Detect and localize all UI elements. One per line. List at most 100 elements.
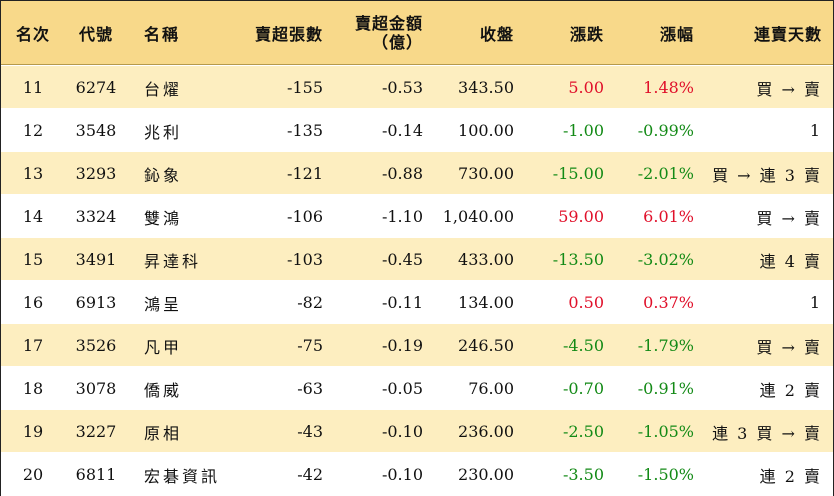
header-sell-amount-label: 賣超金額 bbox=[354, 13, 423, 33]
cell-consecutive: 買 → 賣 bbox=[756, 208, 822, 228]
table-row[interactable]: 13 3293 鈊象 -121 -0.88 730.00 -15.00 -2.01% 買 → 連… bbox=[1, 151, 833, 195]
header-consecutive-days[interactable]: 連賣天數 bbox=[753, 24, 822, 44]
cell-rank: 13 bbox=[22, 164, 44, 183]
cell-consecutive: 買 → 賣 bbox=[756, 79, 822, 99]
header-close[interactable]: 收盤 bbox=[479, 24, 514, 44]
cell-change: -4.50 bbox=[562, 336, 604, 355]
cell-name: 雙鴻 bbox=[144, 208, 183, 228]
cell-consecutive: 連 3 買 → 賣 bbox=[712, 423, 822, 443]
cell-name: 僑威 bbox=[144, 380, 183, 400]
cell-consecutive: 連 2 賣 bbox=[759, 380, 822, 400]
cell-change: -1.00 bbox=[562, 121, 604, 140]
cell-sell-amount: -0.88 bbox=[381, 164, 423, 183]
cell-close: 100.00 bbox=[458, 121, 514, 140]
cell-consecutive: 1 bbox=[809, 293, 822, 312]
table-row[interactable]: 17 3526 凡甲 -75 -0.19 246.50 -4.50 -1.79% 買 → 賣 bbox=[1, 323, 833, 367]
cell-code: 6913 bbox=[75, 293, 117, 312]
cell-consecutive: 買 → 連 3 賣 bbox=[712, 165, 822, 185]
header-change[interactable]: 漲跌 bbox=[569, 24, 604, 44]
cell-change: 59.00 bbox=[558, 207, 604, 226]
cell-code: 3293 bbox=[75, 164, 117, 183]
cell-change-pct: 1.48% bbox=[643, 78, 694, 97]
table-row[interactable]: 14 3324 雙鴻 -106 -1.10 1,040.00 59.00 6.01% 買 → 賣 bbox=[1, 194, 833, 238]
table-row[interactable]: 15 3491 昇達科 -103 -0.45 433.00 -13.50 -3.02% 連 4 … bbox=[1, 237, 833, 281]
cell-close: 230.00 bbox=[458, 465, 514, 484]
cell-code: 3548 bbox=[75, 121, 117, 140]
cell-code: 3078 bbox=[75, 379, 117, 398]
cell-change-pct: 6.01% bbox=[643, 207, 694, 226]
cell-change: 0.50 bbox=[568, 293, 604, 312]
cell-change-pct: -0.91% bbox=[637, 379, 694, 398]
cell-sell-amount: -0.45 bbox=[381, 250, 423, 269]
table-header-row: 名次 代號 名稱 賣超張數 賣超金額 （億） 收盤 漲跌 漲幅 連賣天數 bbox=[1, 1, 833, 65]
cell-name: 台燿 bbox=[144, 79, 183, 99]
cell-sell-lots: -75 bbox=[297, 336, 323, 355]
cell-code: 3526 bbox=[75, 336, 117, 355]
cell-change-pct: -3.02% bbox=[637, 250, 694, 269]
cell-change: -3.50 bbox=[562, 465, 604, 484]
cell-sell-amount: -0.10 bbox=[381, 422, 423, 441]
cell-close: 134.00 bbox=[458, 293, 514, 312]
cell-sell-lots: -103 bbox=[287, 250, 323, 269]
table-row[interactable]: 11 6274 台燿 -155 -0.53 343.50 5.00 1.48% 買 → 賣 bbox=[1, 65, 833, 109]
cell-sell-amount: -1.10 bbox=[381, 207, 423, 226]
cell-sell-lots: -155 bbox=[287, 78, 323, 97]
cell-change: -2.50 bbox=[562, 422, 604, 441]
cell-close: 236.00 bbox=[458, 422, 514, 441]
cell-code: 3227 bbox=[75, 422, 117, 441]
cell-sell-lots: -43 bbox=[297, 422, 323, 441]
cell-consecutive: 連 2 賣 bbox=[759, 466, 822, 486]
cell-rank: 17 bbox=[22, 336, 44, 355]
table-row[interactable]: 16 6913 鴻呈 -82 -0.11 134.00 0.50 0.37% 1 bbox=[1, 280, 833, 324]
cell-change: -0.70 bbox=[562, 379, 604, 398]
header-code[interactable]: 代號 bbox=[78, 24, 113, 44]
header-sell-lots[interactable]: 賣超張數 bbox=[254, 24, 323, 44]
cell-change-pct: -0.99% bbox=[637, 121, 694, 140]
cell-change-pct: -1.05% bbox=[637, 422, 694, 441]
cell-sell-lots: -63 bbox=[297, 379, 323, 398]
cell-close: 343.50 bbox=[458, 78, 514, 97]
cell-change-pct: -1.79% bbox=[637, 336, 694, 355]
cell-consecutive: 買 → 賣 bbox=[756, 337, 822, 357]
cell-sell-amount: -0.53 bbox=[381, 78, 423, 97]
cell-change-pct: 0.37% bbox=[643, 293, 694, 312]
cell-rank: 12 bbox=[22, 121, 44, 140]
header-sell-amount[interactable]: 賣超金額 （億） bbox=[323, 1, 423, 64]
cell-change: -13.50 bbox=[552, 250, 604, 269]
cell-close: 76.00 bbox=[468, 379, 514, 398]
cell-change: 5.00 bbox=[568, 78, 604, 97]
header-rank[interactable]: 名次 bbox=[15, 24, 50, 44]
table-row[interactable]: 19 3227 原相 -43 -0.10 236.00 -2.50 -1.05% 連 3 買 →… bbox=[1, 409, 833, 453]
cell-sell-lots: -42 bbox=[297, 465, 323, 484]
cell-rank: 18 bbox=[22, 379, 44, 398]
table-row[interactable]: 18 3078 僑威 -63 -0.05 76.00 -0.70 -0.91% 連 2 賣 bbox=[1, 366, 833, 410]
header-name[interactable]: 名稱 bbox=[144, 24, 181, 44]
cell-code: 3491 bbox=[75, 250, 117, 269]
table-row[interactable]: 20 6811 宏碁資訊 -42 -0.10 230.00 -3.50 -1.50% 連 2 賣 bbox=[1, 452, 833, 496]
cell-sell-lots: -82 bbox=[297, 293, 323, 312]
cell-sell-lots: -135 bbox=[287, 121, 323, 140]
cell-consecutive: 1 bbox=[809, 121, 822, 140]
cell-rank: 19 bbox=[22, 422, 44, 441]
cell-code: 3324 bbox=[75, 207, 117, 226]
cell-sell-amount: -0.14 bbox=[381, 121, 423, 140]
cell-sell-lots: -121 bbox=[287, 164, 323, 183]
header-sell-amount-unit: （億） bbox=[371, 32, 423, 52]
table-row[interactable]: 12 3548 兆利 -135 -0.14 100.00 -1.00 -0.99% 1 bbox=[1, 108, 833, 152]
cell-name: 鈊象 bbox=[144, 165, 183, 185]
cell-name: 昇達科 bbox=[144, 251, 202, 271]
cell-code: 6811 bbox=[75, 465, 117, 484]
cell-name: 原相 bbox=[144, 423, 183, 443]
cell-rank: 14 bbox=[22, 207, 44, 226]
cell-sell-amount: -0.05 bbox=[381, 379, 423, 398]
cell-close: 730.00 bbox=[458, 164, 514, 183]
cell-sell-amount: -0.10 bbox=[381, 465, 423, 484]
cell-sell-amount: -0.11 bbox=[381, 293, 423, 312]
header-change-pct[interactable]: 漲幅 bbox=[659, 24, 694, 44]
cell-name: 鴻呈 bbox=[144, 294, 183, 314]
cell-close: 1,040.00 bbox=[442, 207, 514, 226]
cell-change-pct: -1.50% bbox=[637, 465, 694, 484]
cell-change: -15.00 bbox=[552, 164, 604, 183]
cell-close: 433.00 bbox=[458, 250, 514, 269]
